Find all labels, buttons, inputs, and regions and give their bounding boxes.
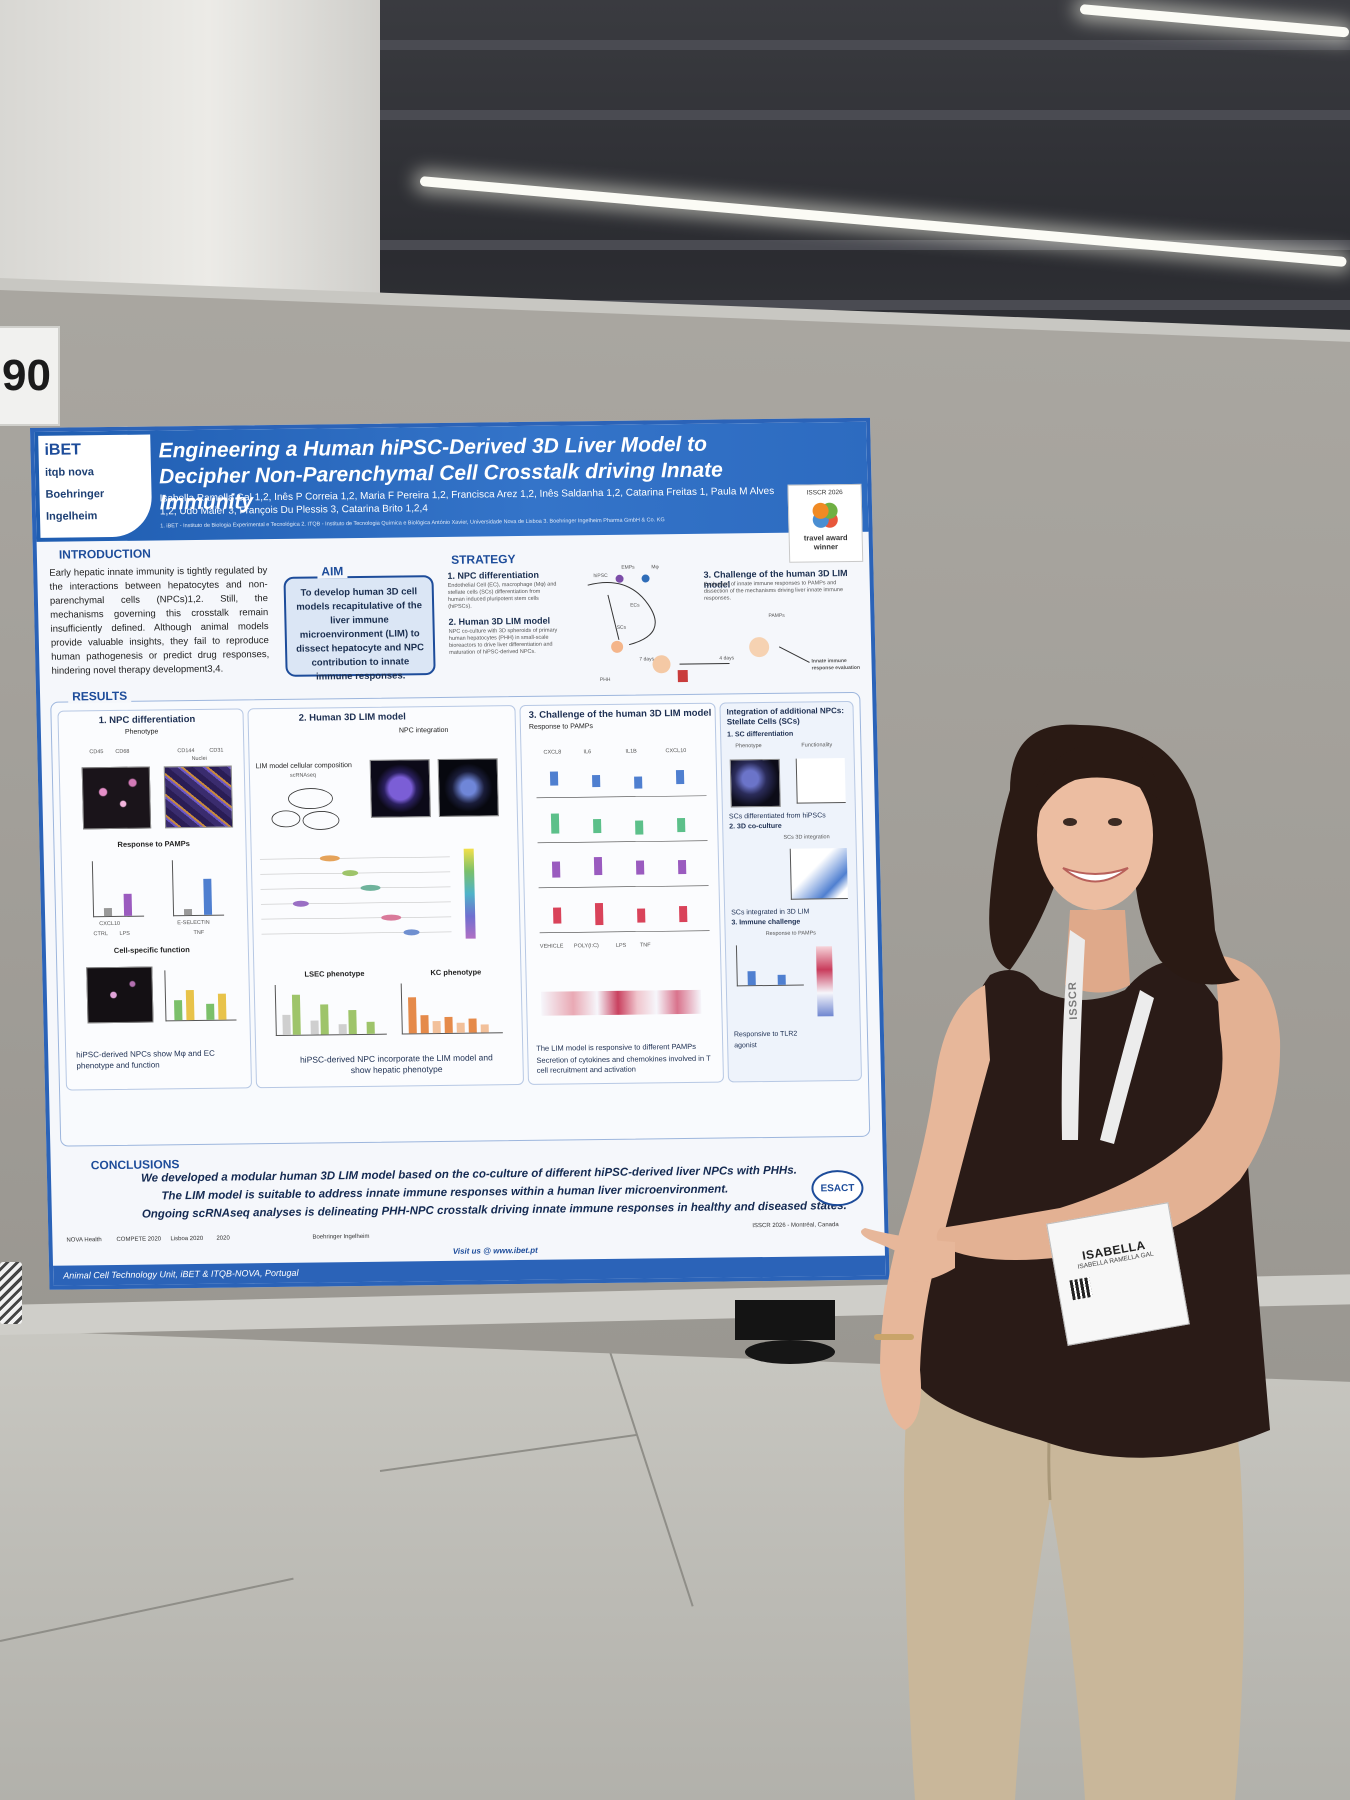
umap-cluster [271,810,301,828]
right-arm [936,955,1281,1260]
strategy-diagram [587,574,810,683]
hair-fringe [1035,743,1160,820]
box [635,820,644,835]
box [551,861,561,878]
left-arm [880,985,990,1430]
diagram-arrow [607,594,620,640]
diagram-arrow [679,662,730,665]
box [677,859,687,875]
box [550,813,560,834]
box [635,860,645,875]
boxplot-grid [536,770,710,934]
ceiling-beam [380,300,1350,310]
box [594,903,604,926]
box [592,775,601,788]
ceiling-beam [380,40,1350,50]
spheroid-icon [611,640,624,653]
violin-shape [381,914,402,921]
box [675,770,685,785]
trash-bin [0,1262,22,1324]
qr-code-icon [1069,1277,1093,1301]
violin-shape [292,900,309,907]
smile [1062,867,1129,883]
umap-cluster [302,811,340,830]
background-shoe [745,1340,835,1364]
box [634,776,643,789]
ceiling-beam [380,240,1350,250]
axis-line [537,840,708,844]
cell-icon [641,574,650,583]
lanyard-text: ISSCR [1066,980,1080,1020]
lanyard [1061,930,1085,1140]
bracelet [874,1334,914,1340]
violin-shape [360,884,381,891]
spheroid-icon [749,637,770,658]
grid-line [259,856,450,860]
board-number: 90 [0,326,60,426]
face [1037,760,1153,910]
cell-icon [615,574,624,583]
axis-line [538,885,709,889]
poster-sheet: iBET itqb nova Boehringer Ingelheim Engi… [30,417,890,1290]
box [553,907,562,924]
umap-cluster [288,788,333,809]
grid-line [261,931,452,935]
lanyard [1100,990,1154,1144]
grid-line [261,916,452,920]
box [593,819,602,834]
right-eye [1108,818,1122,826]
grid-line [260,901,451,905]
results-panel-3: 3. Challenge of the human 3D LIM model R… [519,702,725,1085]
violin-shape [319,855,340,862]
violin-shape [403,929,420,936]
box [593,857,603,876]
left-eye [1063,818,1077,826]
poster: iBET itqb nova Boehringer Ingelheim Engi… [30,417,890,1290]
bioreactor-icon [677,669,688,683]
box [549,771,559,786]
box [679,905,688,923]
results-panel: 1. NPC differentiation Phenotype CD45 CD… [50,691,871,1147]
background-legs [735,1300,835,1340]
spheroid-icon [652,655,671,674]
ceiling-beam [380,110,1350,120]
pointing-hand [861,1228,955,1282]
violin-plot [259,855,452,936]
box [677,818,686,833]
box [637,908,646,923]
axis-line [536,795,707,799]
violin-shape [342,870,359,877]
concrete-column [0,0,380,330]
umap-plot [271,788,340,830]
axis-line [539,930,710,934]
results-panel-2: 2. Human 3D LIM model NPC integration LI… [247,705,525,1089]
grid-line [260,886,451,890]
name-badge: ISABELLA ISABELLA RAMELLA GAL [1046,1202,1190,1346]
diagram-arrow [778,646,810,663]
diagram-arrow [587,582,656,646]
